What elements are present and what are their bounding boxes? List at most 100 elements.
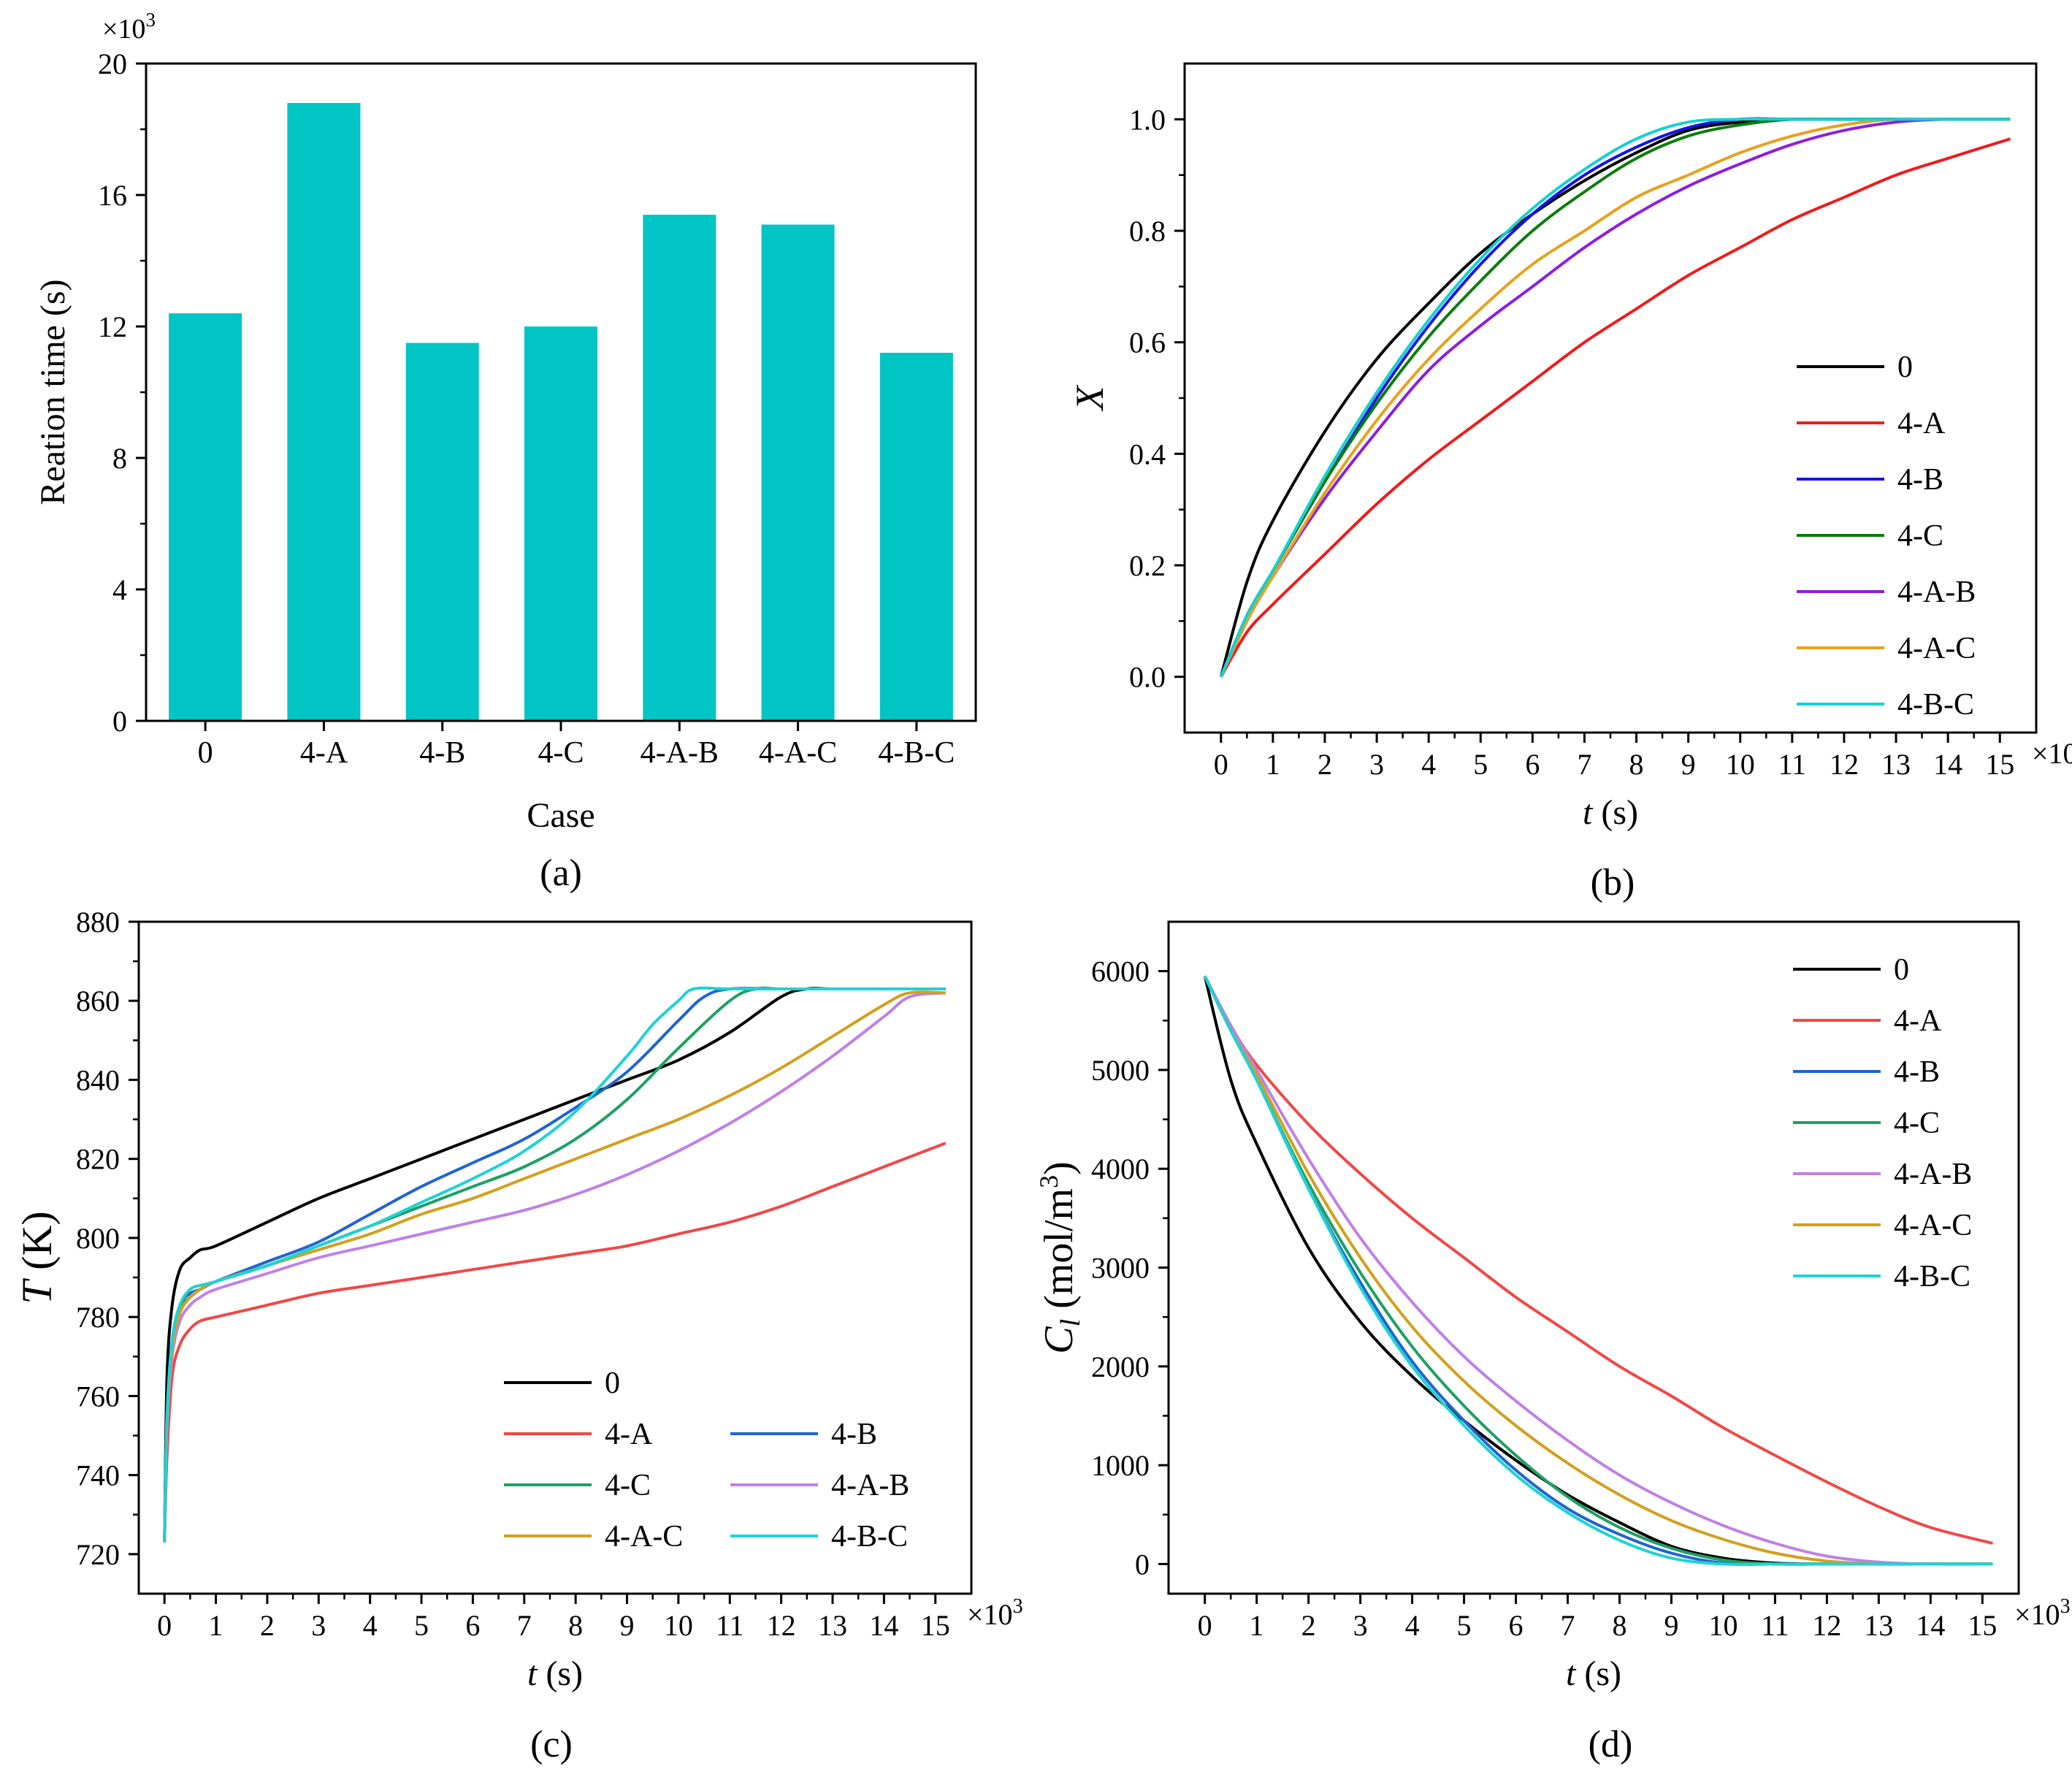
d-series-line-0	[1203, 975, 1993, 1566]
c-ytick-label: 780	[76, 1301, 120, 1334]
c-xtick-label: 8	[568, 1609, 583, 1642]
d-xtick-label: 0	[1198, 1609, 1212, 1642]
b-legend-label: 4-C	[1897, 519, 1943, 553]
c-xtick-label: 15	[921, 1609, 950, 1642]
c-series-line-4-A	[163, 1142, 947, 1543]
a-ytick-label: 16	[98, 179, 127, 212]
b-xtick-label: 8	[1629, 748, 1644, 781]
c-xlabel: t (s)	[527, 1654, 583, 1693]
b-ylabel: X	[1068, 385, 1112, 412]
b-legend-label: 4-A-C	[1897, 632, 1976, 665]
b-series-line-0	[1219, 118, 2011, 678]
d-series-line-4-A-B	[1203, 975, 1993, 1566]
c-legend: 0 4-A 4-B 4-C 4-A-B 4-A-C 4-B-C	[504, 1367, 909, 1554]
bar-4-A	[287, 103, 361, 721]
b-legend-label: 4-A	[1897, 407, 1946, 440]
b-xtick-label: 3	[1369, 748, 1384, 781]
c-xtick-label: 10	[664, 1609, 693, 1642]
b-xtick-label: 2	[1318, 748, 1332, 781]
d-xtick-label: 5	[1457, 1609, 1472, 1642]
a-xtick-label: 4-A-C	[759, 736, 837, 770]
c-xtick-label: 14	[869, 1609, 898, 1642]
b-ytick-label: 0.0	[1129, 661, 1166, 694]
bar-4-C	[524, 326, 597, 721]
c-legend-label: 4-A-B	[831, 1469, 909, 1502]
a-ytick-label: 4	[112, 573, 127, 606]
c-xtick-label: 1	[209, 1609, 223, 1642]
c-ytick-label: 720	[76, 1538, 120, 1571]
c-ytick-label: 800	[76, 1222, 120, 1255]
b-legend-label: 4-B	[1897, 463, 1943, 497]
c-legend-label: 4-B	[831, 1418, 877, 1451]
b-xtick-label: 15	[1985, 748, 2014, 781]
b-legend-label: 4-A-B	[1897, 576, 1976, 609]
b-xtick-label: 10	[1726, 748, 1755, 781]
d-legend-label: 4-A-B	[1894, 1158, 1972, 1191]
b-ytick-label: 1.0	[1129, 103, 1166, 136]
c-panel-label: (c)	[530, 1724, 573, 1765]
d-xtick-label: 8	[1612, 1609, 1626, 1642]
c-panel: 0 1 2 3 4 5 6 7 8 9 10 11 12 13 14 15720740760780800820…	[13, 906, 1023, 1765]
bar-4-A-C	[761, 224, 835, 721]
d-legend-label: 4-C	[1894, 1107, 1940, 1140]
d-xtick-label: 3	[1353, 1609, 1368, 1642]
b-xtick-label: 1	[1266, 748, 1280, 781]
d-series-group	[1203, 975, 1993, 1567]
d-ytick-label: 5000	[1091, 1054, 1150, 1087]
c-xtick-label: 12	[767, 1609, 796, 1642]
b-legend-label: 0	[1897, 351, 1913, 384]
d-xtick-label: 12	[1812, 1609, 1841, 1642]
b-series-group	[1219, 117, 2011, 678]
d-ytick-label: 2000	[1091, 1350, 1150, 1383]
d-xtick-label: 9	[1664, 1609, 1678, 1642]
c-series-line-4-B	[163, 987, 946, 1543]
panel-a: 0 4-A 4-B 4-C 4-A-B 4-A-C 4-B-C 0 4 8 12 16 20×103 Ca…	[34, 9, 977, 894]
c-series-line-4-A-B	[163, 991, 947, 1543]
c-xtick-label: 2	[260, 1609, 275, 1642]
c-legend-label: 4-A	[605, 1418, 653, 1451]
b-ytick-label: 0.2	[1129, 549, 1166, 582]
b-xtick-label: 14	[1933, 748, 1962, 781]
d-xtick-label: 4	[1405, 1609, 1420, 1642]
d-legend-label: 4-A-C	[1894, 1209, 1972, 1242]
b-xlabel: t (s)	[1583, 793, 1638, 832]
d-series-line-4-A-C	[1203, 975, 1993, 1566]
c-ytick-label: 880	[76, 906, 120, 939]
c-series-group	[163, 986, 947, 1543]
c-ytick-label: 820	[76, 1143, 120, 1176]
d-legend-label: 4-B	[1894, 1055, 1940, 1089]
c-series-line-0	[163, 987, 946, 1543]
b-xtick-label: 12	[1830, 748, 1859, 781]
d-ytick-label: 4000	[1091, 1153, 1150, 1185]
a-ytick-label: 0	[112, 705, 127, 738]
b-ytick-label: 0.8	[1129, 215, 1166, 248]
d-legend: 0 4-A 4-B 4-C 4-A-B 4-A-C 4-B-C	[1793, 953, 1972, 1293]
b-xtick-label: 0	[1214, 748, 1228, 781]
bar-0	[169, 313, 242, 721]
c-plot-frame	[137, 920, 973, 1595]
b-ytick-label: 0.4	[1129, 437, 1166, 470]
c-xtick-label: 3	[311, 1609, 326, 1642]
d-xtick-label: 13	[1864, 1609, 1893, 1642]
b-legend: 0 4-A 4-B 4-C 4-A-B 4-A-C 4-B-C	[1797, 351, 1976, 722]
b-series-line-4-A	[1220, 137, 2011, 678]
d-legend-label: 0	[1894, 953, 1909, 987]
a-xtick-label: 4-B-C	[878, 736, 955, 770]
c-ylabel: T (K)	[13, 1211, 61, 1304]
d-x-multiplier: ×103	[2014, 1595, 2071, 1631]
b-series-line-4-A-B	[1219, 118, 2011, 678]
c-series-line-4-B-C	[163, 986, 946, 1543]
b-xtick-label: 6	[1525, 748, 1540, 781]
c-ytick-label: 840	[76, 1063, 120, 1096]
a-xtick-label: 4-A	[300, 736, 348, 770]
d-ylabel: Cl (mol/m3)	[1034, 1161, 1086, 1353]
a-ytick-label: 12	[98, 310, 127, 343]
a-panel-label: (a)	[540, 852, 582, 894]
d-series-line-4-B-C	[1203, 975, 1993, 1567]
a-xlabel: Case	[527, 796, 595, 835]
d-ytick-label: 6000	[1091, 955, 1150, 988]
c-xtick-label: 6	[465, 1609, 480, 1642]
c-legend-label: 4-C	[605, 1469, 651, 1502]
d-panel: 0 1 2 3 4 5 6 7 8 9 10 11 12 13 14 15010002000300040005…	[1034, 920, 2071, 1765]
